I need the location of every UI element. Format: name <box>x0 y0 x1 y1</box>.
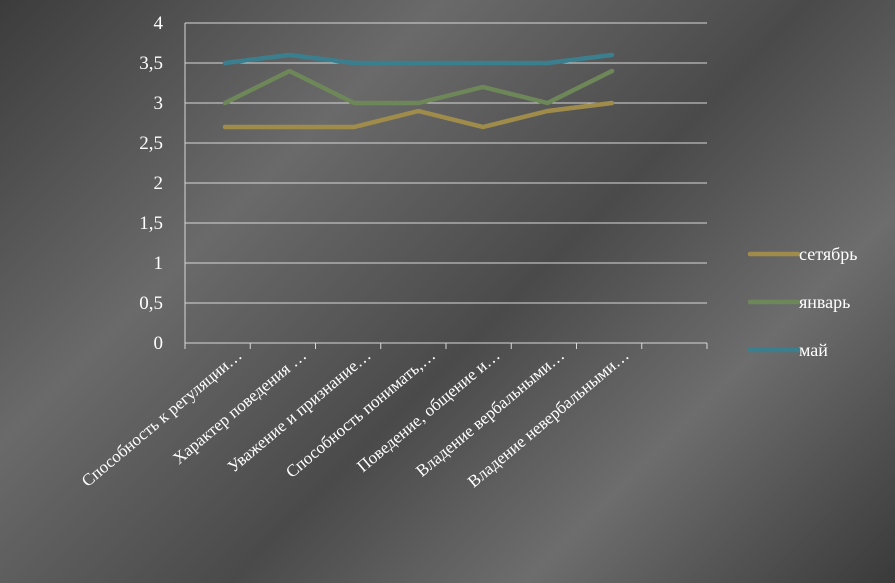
axes <box>184 23 708 349</box>
legend-label: май <box>799 340 828 360</box>
y-tick-label: 0,5 <box>139 293 163 314</box>
legend-label: сетябрь <box>799 244 857 264</box>
gridlines <box>185 22 707 304</box>
series-line <box>222 100 615 130</box>
legend-label: январь <box>799 292 850 312</box>
y-tick-label: 2,5 <box>139 133 163 154</box>
legend: сетябрь январь май <box>747 244 857 360</box>
y-tick-label: 1 <box>154 253 164 274</box>
y-tick-label: 3 <box>154 93 164 114</box>
y-tick-label: 4 <box>154 13 164 34</box>
x-axis-tick-labels: Способность к регуляции…Характер поведен… <box>78 346 633 492</box>
series-line <box>222 68 615 106</box>
y-tick-label: 3,5 <box>139 53 163 74</box>
series-lines <box>222 52 615 130</box>
y-tick-label: 1,5 <box>139 213 163 234</box>
y-axis-tick-labels: 0 0,5 1 1,5 2 2,5 3 3,5 4 <box>139 13 163 354</box>
series-line <box>222 52 615 66</box>
y-tick-label: 0 <box>154 333 164 354</box>
y-tick-label: 2 <box>154 173 164 194</box>
